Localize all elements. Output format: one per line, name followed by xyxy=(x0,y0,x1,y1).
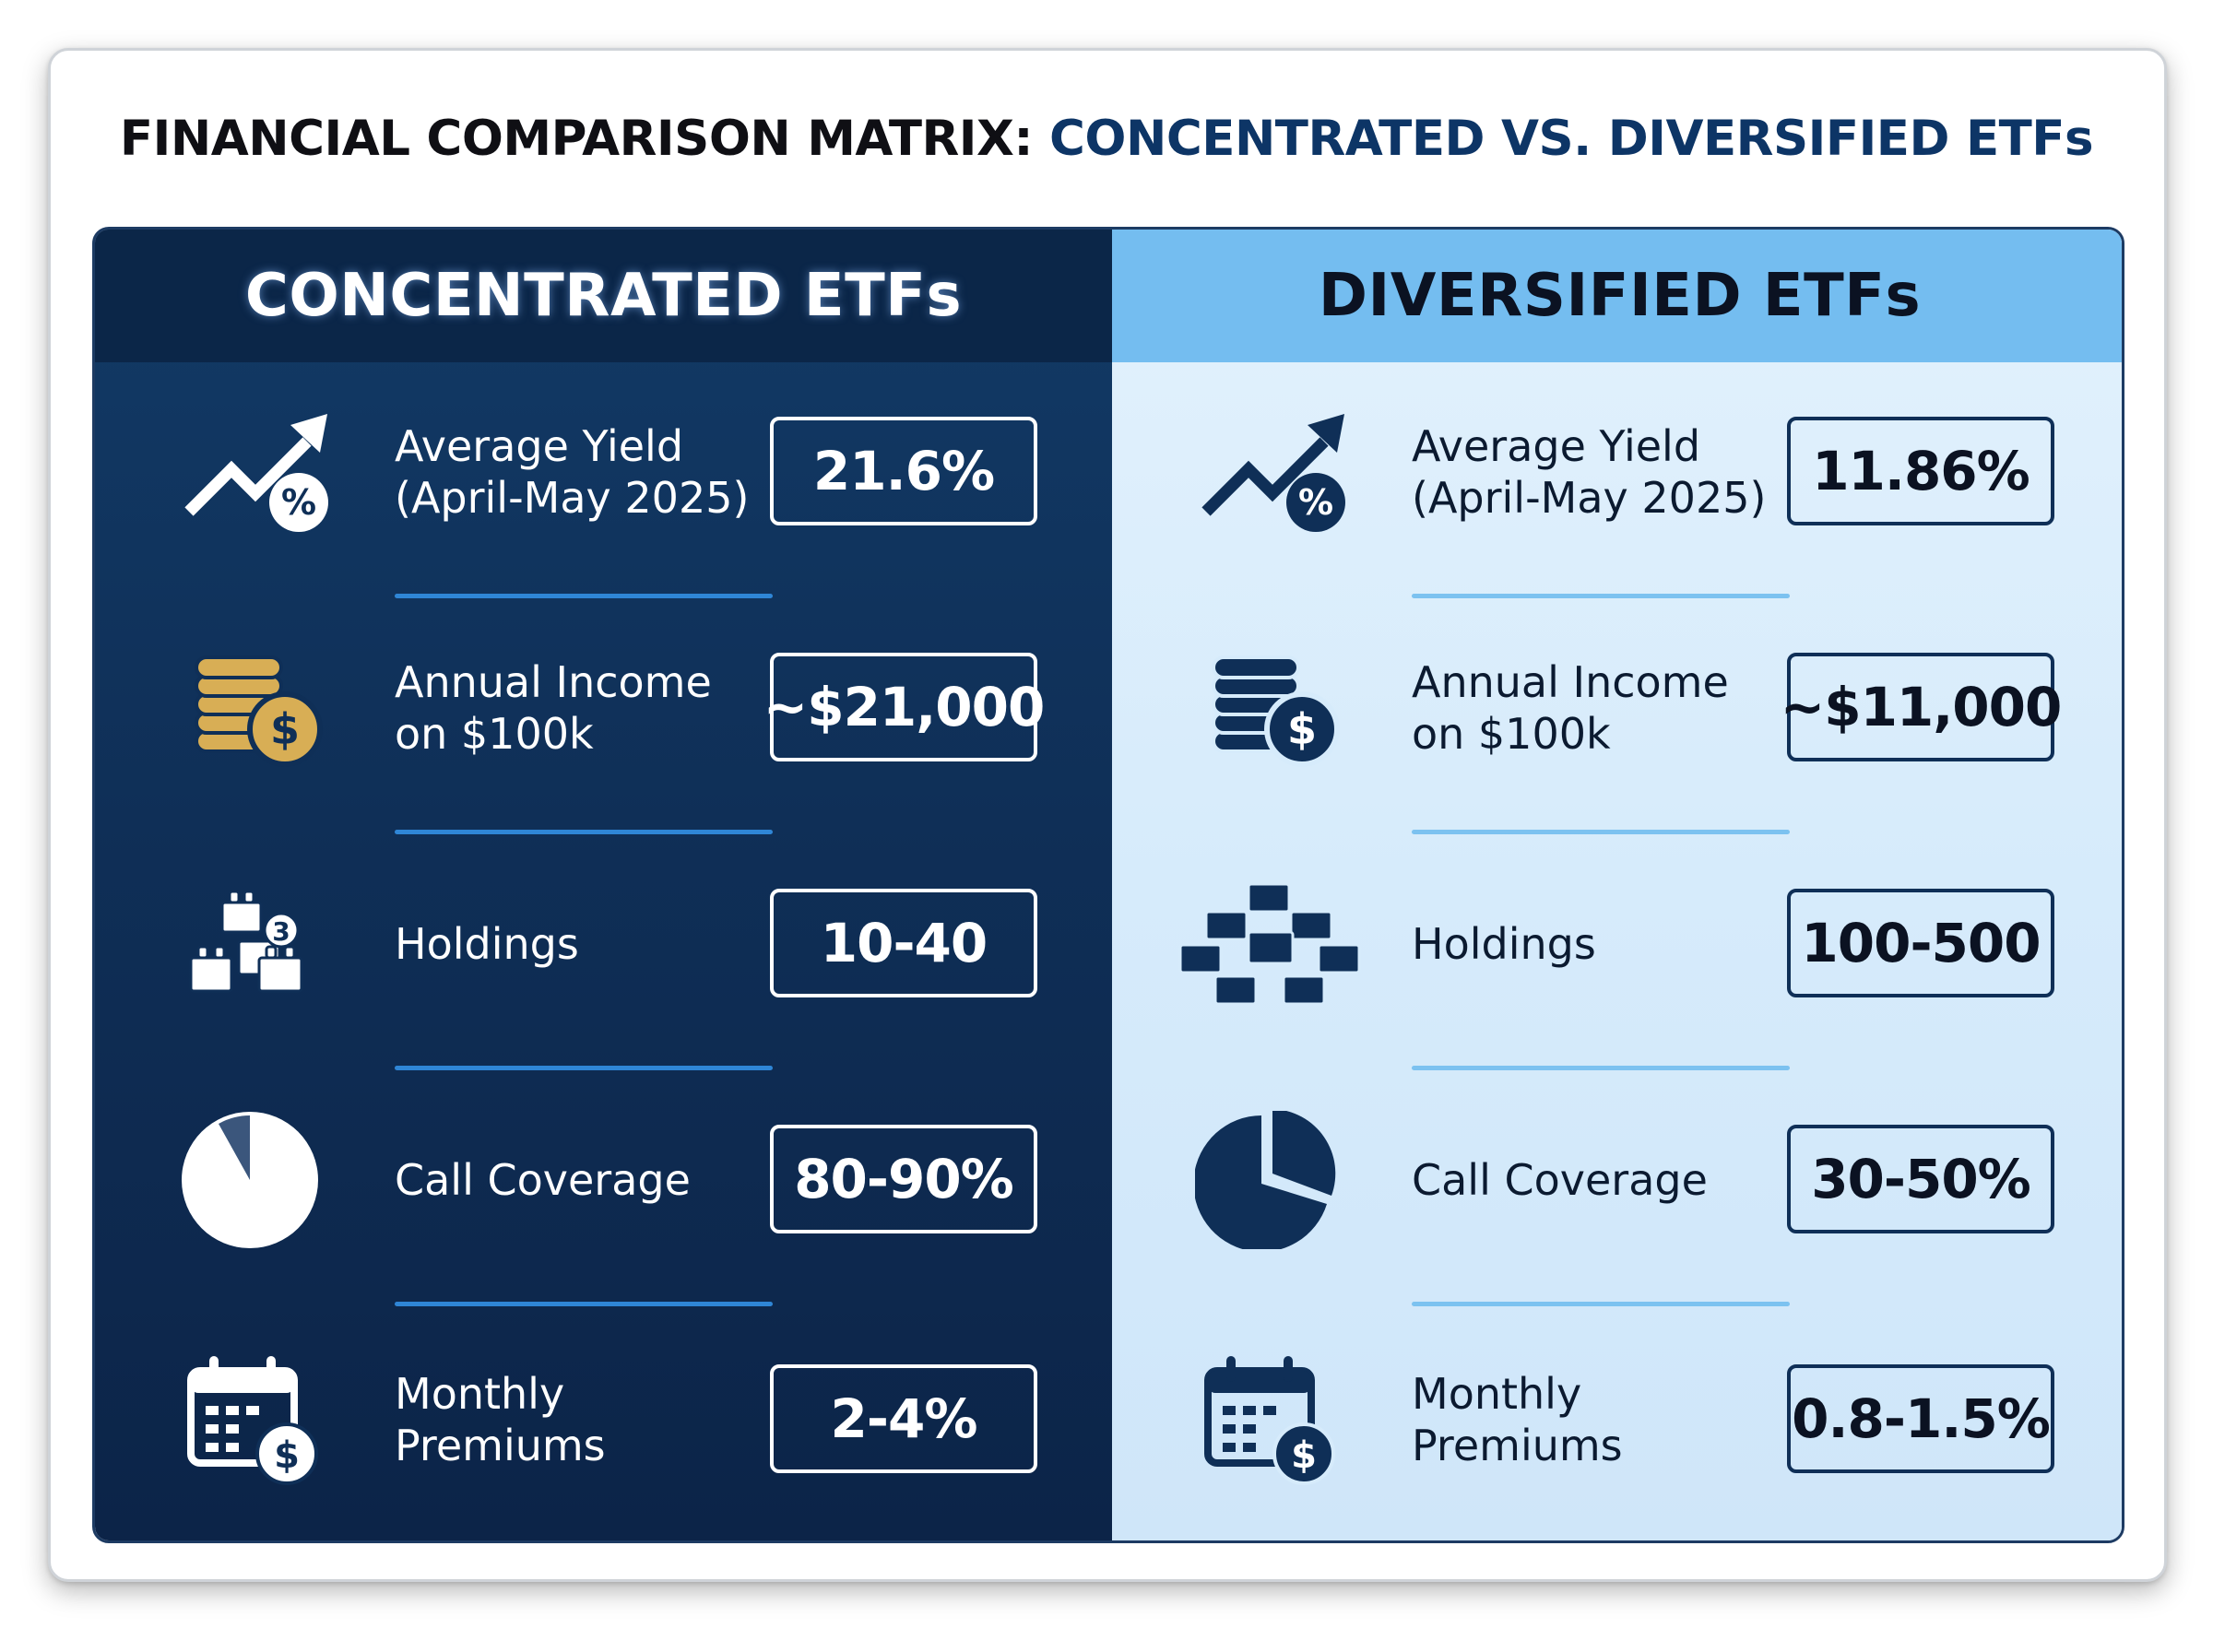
row-divider xyxy=(1412,1302,1790,1306)
monthly-premiums-value: 2-4% xyxy=(770,1364,1037,1473)
call-coverage-label: Call Coverage xyxy=(1412,1111,1781,1249)
label-line: Annual Income xyxy=(395,657,712,707)
label-line: Monthly xyxy=(1412,1369,1582,1419)
svg-text:$: $ xyxy=(1291,1434,1317,1477)
title-prefix: FINANCIAL COMPARISON MATRIX: xyxy=(119,111,1034,167)
call-coverage-label: Call Coverage xyxy=(395,1111,763,1249)
label-line: Call Coverage xyxy=(1412,1155,1708,1205)
pie-chart-icon xyxy=(1195,1111,1352,1249)
annual-income-value: ~$21,000 xyxy=(763,653,1045,761)
concentrated-panel: CONCENTRATED ETFs % Average Yield (April… xyxy=(95,230,1112,1540)
svg-text:%: % xyxy=(281,482,316,523)
label-line: Holdings xyxy=(395,919,579,969)
annual-income-label: Annual Income on $100k xyxy=(1412,639,1781,777)
diversified-row-monthly-premiums: $ Monthly Premiums 0.8-1.5% xyxy=(1112,1351,2122,1489)
diversified-row-holdings: Holdings 100-500 xyxy=(1112,875,2122,1013)
svg-text:3: 3 xyxy=(272,916,290,947)
annual-income-label: Annual Income on $100k xyxy=(395,639,763,777)
concentrated-row-call-coverage: Call Coverage 80-90% xyxy=(95,1111,1112,1249)
holdings-value: 10-40 xyxy=(770,889,1037,997)
few-blocks-icon: 3 xyxy=(178,875,335,1013)
many-blocks-icon xyxy=(1177,875,1370,1013)
monthly-premiums-label: Monthly Premiums xyxy=(1412,1351,1781,1489)
label-line: on $100k xyxy=(1412,709,1611,759)
row-divider xyxy=(1412,594,1790,598)
page-title: FINANCIAL COMPARISON MATRIX: CONCENTRATE… xyxy=(0,111,2213,167)
row-divider xyxy=(395,830,773,834)
holdings-label: Holdings xyxy=(395,875,763,1013)
svg-text:$: $ xyxy=(270,704,300,754)
label-line: Holdings xyxy=(1412,919,1596,969)
diversified-row-average-yield: % Average Yield (April-May 2025) 11.86% xyxy=(1112,403,2122,541)
coin-stack-dollar-icon: $ xyxy=(1195,639,1352,777)
row-divider xyxy=(1412,1066,1790,1070)
row-divider xyxy=(395,1066,773,1070)
label-line: on $100k xyxy=(395,709,594,759)
calendar-dollar-icon: $ xyxy=(178,1351,335,1489)
average-yield-value: 11.86% xyxy=(1787,417,2054,525)
title-accent: CONCENTRATED VS. DIVERSIFIED ETFs xyxy=(1049,111,2094,167)
holdings-label: Holdings xyxy=(1412,875,1781,1013)
concentrated-heading: CONCENTRATED ETFs xyxy=(95,230,1112,362)
label-line: (April-May 2025) xyxy=(395,473,750,523)
holdings-value: 100-500 xyxy=(1787,889,2054,997)
svg-text:$: $ xyxy=(1287,704,1317,754)
label-line: Monthly xyxy=(395,1369,565,1419)
row-divider xyxy=(395,594,773,598)
calendar-dollar-icon: $ xyxy=(1195,1351,1352,1489)
call-coverage-value: 80-90% xyxy=(770,1125,1037,1233)
annual-income-value: ~$11,000 xyxy=(1781,653,2062,761)
row-divider xyxy=(1412,830,1790,834)
label-line: Annual Income xyxy=(1412,657,1729,707)
concentrated-row-annual-income: $ Annual Income on $100k ~$21,000 xyxy=(95,639,1112,777)
comparison-matrix: CONCENTRATED ETFs % Average Yield (April… xyxy=(92,227,2124,1543)
label-line: Call Coverage xyxy=(395,1155,691,1205)
label-line: Premiums xyxy=(1412,1421,1623,1470)
row-divider xyxy=(395,1302,773,1306)
label-line: Average Yield xyxy=(1412,421,1701,471)
trend-up-percent-icon: % xyxy=(1195,403,1352,541)
svg-text:%: % xyxy=(1298,482,1333,523)
diversified-row-call-coverage: Call Coverage 30-50% xyxy=(1112,1111,2122,1249)
diversified-row-annual-income: $ Annual Income on $100k ~$11,000 xyxy=(1112,639,2122,777)
label-line: Premiums xyxy=(395,1421,606,1470)
trend-up-percent-icon: % xyxy=(178,403,335,541)
pie-chart-icon xyxy=(178,1111,335,1249)
svg-text:$: $ xyxy=(274,1434,300,1477)
concentrated-row-monthly-premiums: $ Monthly Premiums 2-4% xyxy=(95,1351,1112,1489)
label-line: Average Yield xyxy=(395,421,684,471)
monthly-premiums-value: 0.8-1.5% xyxy=(1787,1364,2054,1473)
average-yield-label: Average Yield (April-May 2025) xyxy=(1412,403,1781,541)
diversified-heading: DIVERSIFIED ETFs xyxy=(1112,230,2122,362)
gold-coins-dollar-icon: $ xyxy=(178,639,335,777)
concentrated-row-holdings: 3 Holdings 10-40 xyxy=(95,875,1112,1013)
concentrated-row-average-yield: % Average Yield (April-May 2025) 21.6% xyxy=(95,403,1112,541)
call-coverage-value: 30-50% xyxy=(1787,1125,2054,1233)
label-line: (April-May 2025) xyxy=(1412,473,1767,523)
monthly-premiums-label: Monthly Premiums xyxy=(395,1351,763,1489)
average-yield-value: 21.6% xyxy=(770,417,1037,525)
diversified-panel: DIVERSIFIED ETFs % Average Yield (April-… xyxy=(1112,230,2122,1540)
average-yield-label: Average Yield (April-May 2025) xyxy=(395,403,763,541)
